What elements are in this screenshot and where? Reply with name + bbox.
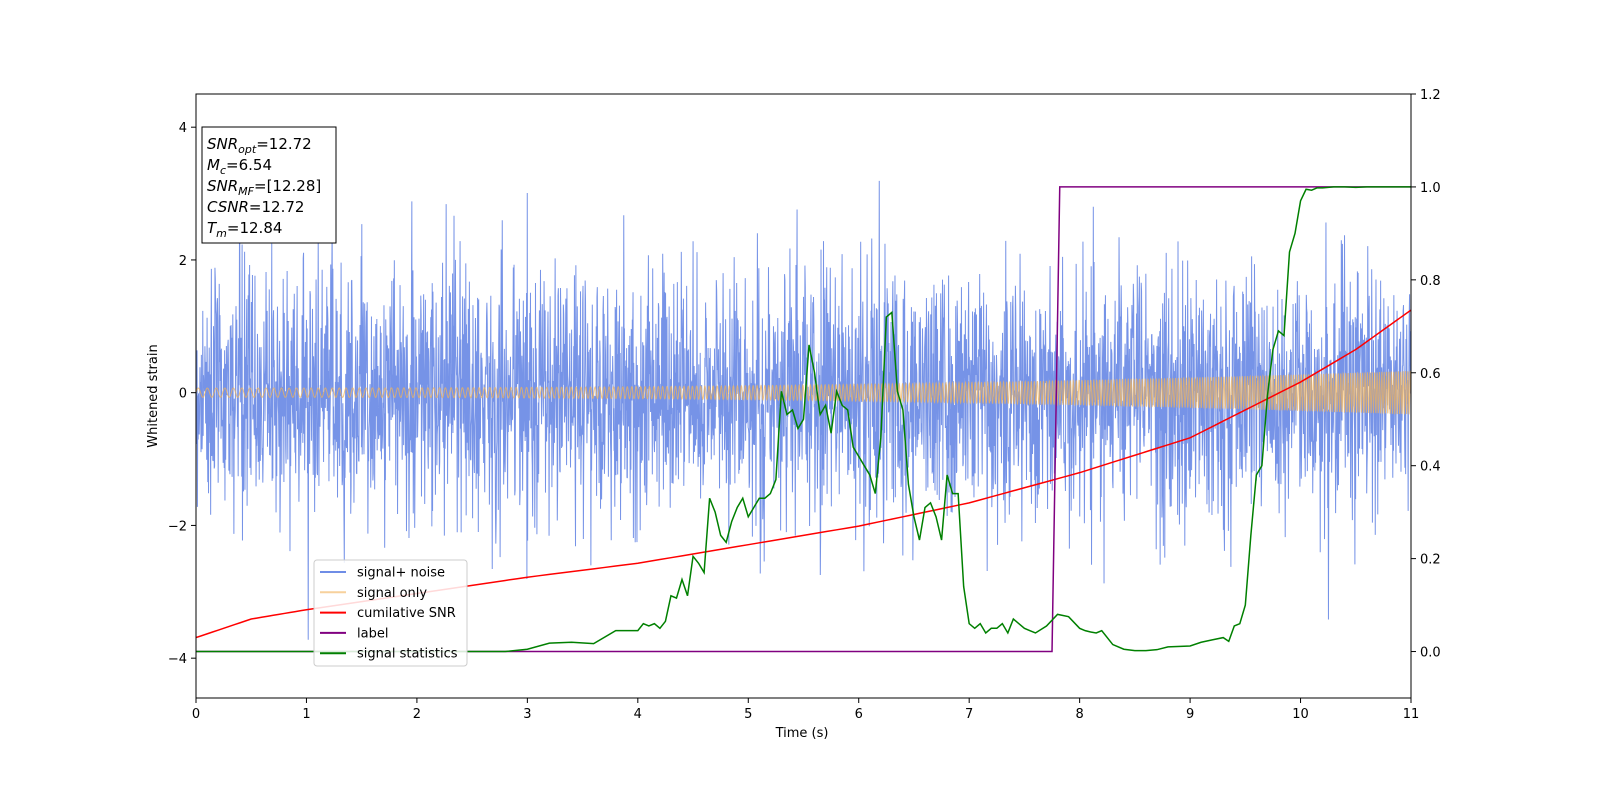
series-line-signal-only [196,370,1411,416]
x-tick-label: 1 [302,707,310,722]
legend-label: cumilative SNR [357,606,456,621]
x-tick-label: 8 [1075,707,1083,722]
annotation-line: Tm=12.84 [207,219,282,240]
x-tick-label: 4 [634,707,642,722]
legend-label: signal only [357,586,427,601]
x-tick-label: 6 [855,707,863,722]
y2-tick-label: 0.4 [1420,460,1441,475]
legend-frame [313,559,468,667]
x-tick-label: 2 [413,707,421,722]
x-tick-label: 0 [192,707,200,722]
annotation-box: SNRopt=12.72Mc=6.54SNRMF=[12.28]CSNR=12.… [201,126,337,244]
annotation-line: SNRopt=12.72 [207,135,312,156]
series-line-signal-statistics [196,186,1411,653]
annotation-line: CSNR=12.72 [207,198,304,216]
y2-tick-label: 0.8 [1420,274,1441,289]
x-tick-label: 10 [1292,707,1309,722]
series-line-label [196,186,1411,653]
annotation-frame [201,126,337,244]
y-tick-label: 4 [179,121,187,136]
legend-label: label [357,626,388,641]
x-tick-label: 5 [744,707,752,722]
annotation-line: SNRMF=[12.28] [207,177,321,198]
y-tick-label: −4 [168,652,187,667]
x-tick-label: 11 [1403,707,1420,722]
x-tick-label: 7 [965,707,973,722]
y2-tick-label: 1.0 [1420,181,1441,196]
x-tick-label: 3 [523,707,531,722]
y2-tick-label: 0.0 [1420,646,1441,661]
y2-tick-label: 0.6 [1420,367,1441,382]
legend-items: signal+ noise signal only cumilative SNR la… [320,566,458,662]
annotation-lines: SNRopt=12.72Mc=6.54SNRMF=[12.28]CSNR=12.… [207,135,321,240]
axis-ticks: 0 1 2 3 4 5 6 7 8 9 10 11 −4 −2 0 2 4 0.0 0.2 0.4 0.6 0.8 1.0 1… [168,88,1441,722]
y-tick-label: 2 [179,254,187,269]
plot-frame [195,93,1412,699]
y-tick-label: −2 [168,519,187,534]
annotation-line: Mc=6.54 [207,156,272,177]
y-axis-title: Whitened strain [146,344,161,447]
x-axis-title: Time (s) [775,726,829,741]
series-layer [196,169,1411,653]
y2-tick-label: 1.2 [1420,88,1441,103]
legend: signal+ noise signal only cumilative SNR la… [313,559,468,667]
y2-tick-label: 0.2 [1420,553,1441,568]
y-tick-label: 0 [179,387,187,402]
legend-label: signal statistics [357,647,458,662]
legend-label: signal+ noise [357,566,445,581]
series-line-signal-noise [196,169,1411,640]
x-tick-label: 9 [1186,707,1194,722]
